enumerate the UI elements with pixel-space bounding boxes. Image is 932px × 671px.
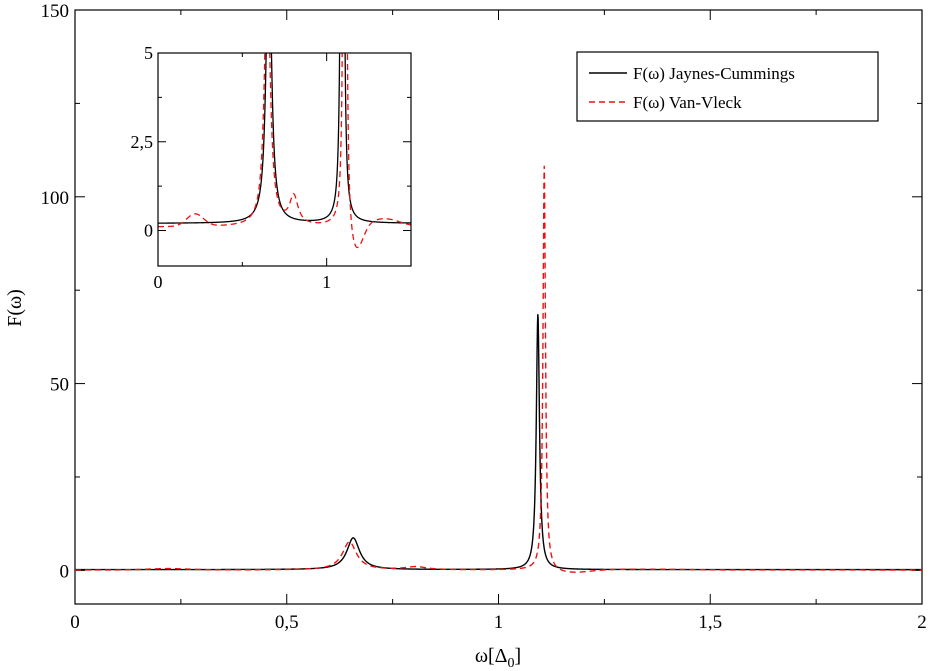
y-tick-label: 0 (60, 561, 70, 582)
x-tick-label: 0,5 (275, 612, 299, 633)
series-line-van-vleck (75, 165, 922, 573)
legend-label-van-vleck: F(ω) Van-Vleck (633, 93, 742, 112)
x-axis-title-subscript: 0 (508, 656, 515, 671)
inset-series-lines (158, 53, 411, 249)
inset-x-tick-label: 0 (154, 272, 163, 292)
inset-series-line-jaynes-cummings (158, 53, 411, 224)
x-axis-title-close: ] (515, 645, 522, 667)
x-axis-title: ω[Δ0] (475, 645, 521, 671)
y-tick-label: 100 (41, 188, 70, 209)
legend: F(ω) Jaynes-Cummings F(ω) Van-Vleck (576, 51, 879, 122)
y-tick-label: 50 (50, 375, 69, 396)
y-axis-title: F(ω) (4, 289, 26, 327)
x-axis-title-main: ω[Δ (475, 645, 508, 667)
x-tick-label: 1 (494, 612, 504, 633)
inset-y-tick-label: 2,5 (131, 132, 154, 152)
inset-y-tick-label: 0 (144, 221, 153, 241)
y-tick-label: 150 (41, 1, 70, 22)
series-line-jaynes-cummings (75, 314, 922, 571)
inset-frame (157, 52, 412, 267)
inset-y-tick-label: 5 (144, 43, 153, 63)
legend-box (576, 51, 879, 122)
inset-series-line-van-vleck (158, 53, 411, 249)
x-tick-label: 0 (70, 612, 80, 633)
x-tick-label: 1,5 (698, 612, 722, 633)
inset-frame-bg (158, 53, 411, 266)
inset-chart: 0 1 0 2,5 5 (131, 43, 412, 292)
main-series-lines (75, 165, 922, 573)
x-tick-label: 2 (917, 612, 927, 633)
inset-x-tick-label: 1 (322, 272, 331, 292)
inset-axis-ticks: 0 1 0 2,5 5 (131, 43, 411, 292)
legend-label-jaynes-cummings: F(ω) Jaynes-Cummings (633, 64, 795, 83)
